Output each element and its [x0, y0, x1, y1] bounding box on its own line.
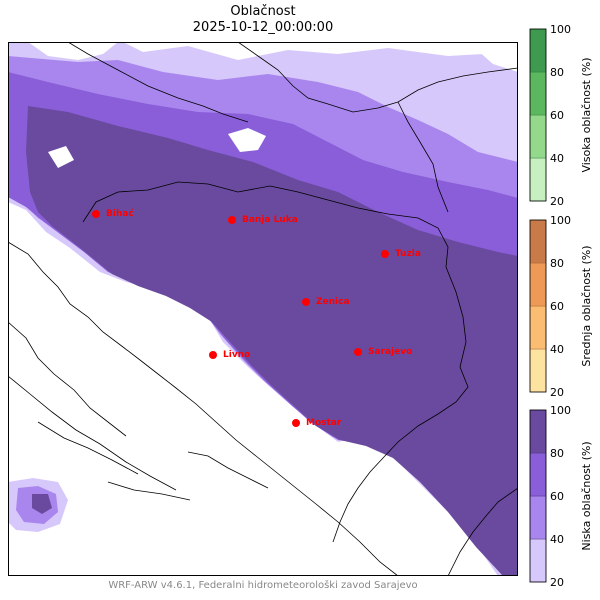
colorbar-frame: [529, 28, 547, 202]
colorbar-swatch: [529, 262, 547, 307]
city-marker: [292, 419, 300, 427]
colorbar-tick: 60: [550, 109, 564, 122]
city-label: Banja Luka: [242, 215, 298, 225]
colorbar-label: Niska oblačnost (%): [580, 441, 593, 550]
colorbar-tick: 100: [550, 23, 571, 36]
coastlines-and-borders: [8, 42, 518, 576]
colorbar-tick: 100: [550, 404, 571, 417]
colorbar-swatch: [529, 348, 547, 393]
colorbar-low-cloud: 100 80 60 40 20 Niska oblačnost (%): [529, 404, 593, 589]
colorbar-frame: [529, 409, 547, 583]
city-label: Livno: [223, 350, 250, 360]
colorbar-swatch: [529, 409, 547, 454]
city-label: Bihać: [106, 208, 134, 219]
city-sarajevo: Sarajevo: [354, 347, 412, 357]
city-label: Tuzla: [395, 249, 421, 259]
southwest-cloud-blob: [8, 478, 68, 532]
colorbar-tick: 60: [550, 300, 564, 313]
city-livno: Livno: [209, 350, 250, 360]
colorbar-high-cloud: 100 80 60 40 20 Visoka oblačnost (%): [529, 23, 593, 208]
cloud-cover-map: Bihać Banja Luka Tuzla Zenica Livno Sara…: [8, 42, 518, 576]
city-label: Sarajevo: [368, 347, 412, 357]
colorbar-tick: 40: [550, 533, 564, 546]
city-markers: Bihać Banja Luka Tuzla Zenica Livno Sara…: [92, 208, 421, 428]
city-marker: [354, 348, 362, 356]
city-label: Mostar: [306, 418, 342, 428]
colorbar-tick: 20: [550, 576, 564, 589]
map-title: Oblačnost: [230, 4, 296, 19]
colorbar-label: Visoka oblačnost (%): [580, 57, 593, 172]
model-credit: WRF-ARW v4.6.1, Federalni hidrometeorolo…: [108, 580, 418, 591]
colorbar-swatch: [529, 305, 547, 350]
colorbar-tick: 80: [550, 66, 564, 79]
map-frame: [8, 42, 518, 576]
city-marker: [381, 250, 389, 258]
city-mostar: Mostar: [292, 418, 342, 428]
city-bihac: Bihać: [92, 208, 134, 219]
city-marker: [209, 351, 217, 359]
colorbar-tick: 40: [550, 343, 564, 356]
colorbar-swatch: [529, 452, 547, 497]
colorbar-tick: 60: [550, 490, 564, 503]
clear-sky-patches: [8, 42, 518, 576]
colorbar-swatch: [529, 71, 547, 116]
colorbar-swatch: [529, 495, 547, 540]
colorbar-tick: 40: [550, 152, 564, 165]
city-marker: [92, 210, 100, 218]
city-label: Zenica: [316, 297, 350, 307]
colorbar-swatch: [529, 114, 547, 159]
colorbar-swatch: [529, 219, 547, 264]
map-timestamp: 2025-10-12_00:00:00: [192, 20, 334, 35]
colorbars: 100 80 60 40 20 Visoka oblačnost (%) 100…: [529, 23, 593, 589]
colorbar-mid-cloud: 100 80 60 40 20 Srednja oblačnost (%): [529, 214, 593, 399]
city-marker: [228, 216, 236, 224]
colorbar-swatch: [529, 538, 547, 583]
city-tuzla: Tuzla: [381, 249, 421, 259]
colorbar-frame: [529, 219, 547, 393]
colorbar-label: Srednja oblačnost (%): [580, 245, 593, 366]
city-marker: [302, 298, 310, 306]
city-zenica: Zenica: [302, 297, 350, 307]
colorbar-tick: 100: [550, 214, 571, 227]
city-banja-luka: Banja Luka: [228, 215, 298, 225]
colorbar-swatch: [529, 28, 547, 73]
cloud-area-80-100: [26, 106, 518, 576]
colorbar-tick: 20: [550, 386, 564, 399]
colorbar-swatch: [529, 157, 547, 202]
colorbar-tick: 80: [550, 447, 564, 460]
colorbar-tick: 20: [550, 195, 564, 208]
colorbar-tick: 80: [550, 257, 564, 270]
